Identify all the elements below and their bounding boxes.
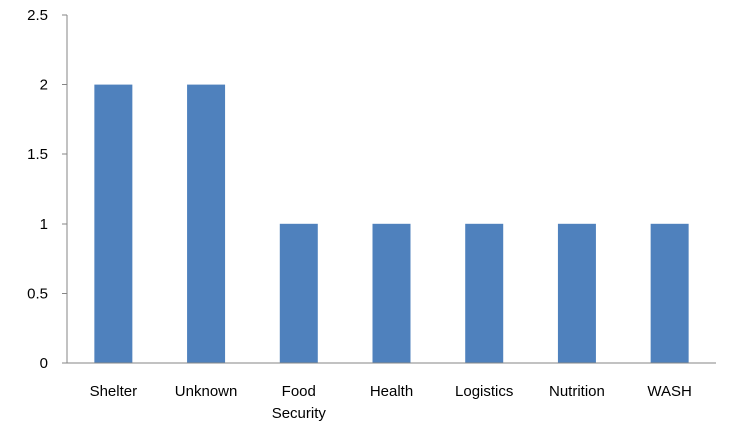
y-tick-label: 2 xyxy=(40,77,48,94)
bar-wash xyxy=(650,223,689,363)
y-tick-label: 2.5 xyxy=(27,7,48,24)
y-tick-label: 1 xyxy=(40,216,48,233)
x-axis-labels: Shelter Unknown Food Security Health Logistic… xyxy=(90,383,692,422)
y-axis-ticks: 0 0.5 1 1.5 2 2.5 xyxy=(27,7,67,372)
y-tick-label: 0 xyxy=(40,355,48,372)
bar-food-security xyxy=(279,223,318,363)
x-category-label: WASH xyxy=(647,383,691,400)
x-category-label: Shelter xyxy=(90,383,138,400)
x-category-label: Nutrition xyxy=(549,383,605,400)
x-category-label: Logistics xyxy=(455,383,513,400)
bar-logistics xyxy=(465,223,504,363)
bar-unknown xyxy=(187,84,226,363)
bar-shelter xyxy=(94,84,133,363)
bar-health xyxy=(372,223,411,363)
y-tick-label: 0.5 xyxy=(27,285,48,302)
x-category-label: Unknown xyxy=(175,383,238,400)
bar-nutrition xyxy=(557,223,596,363)
y-tick-label: 1.5 xyxy=(27,146,48,163)
x-category-label: Health xyxy=(370,383,413,400)
x-category-label: Food Security xyxy=(272,383,327,422)
bars xyxy=(94,84,689,363)
